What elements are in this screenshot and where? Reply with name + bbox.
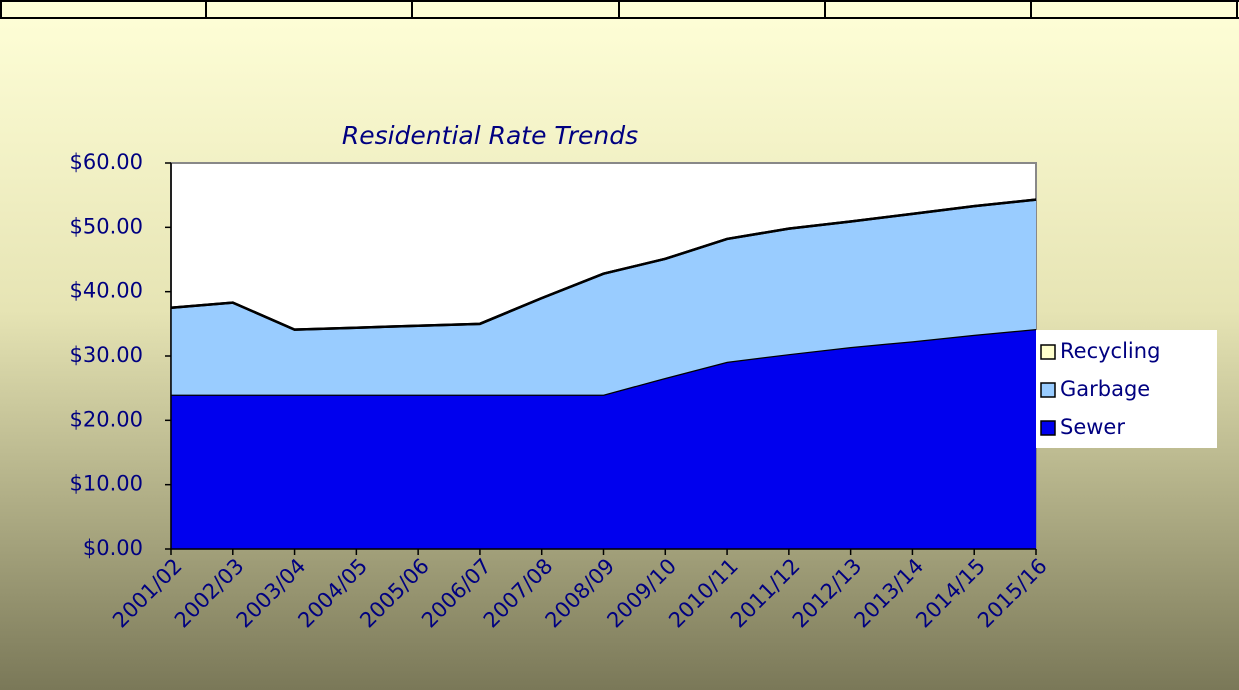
legend-label: Garbage <box>1060 377 1150 401</box>
legend-label: Sewer <box>1060 415 1125 439</box>
area <box>171 199 1036 395</box>
legend <box>1036 330 1217 448</box>
legend-label: Recycling <box>1060 339 1160 363</box>
y-tick-label: $20.00 <box>70 407 143 431</box>
area <box>171 328 1036 549</box>
y-tick-label: $10.00 <box>70 472 143 496</box>
legend-swatch <box>1040 382 1056 398</box>
y-tick-label: $30.00 <box>70 343 143 367</box>
legend-swatch <box>1040 344 1056 360</box>
y-tick-label: $40.00 <box>70 279 143 303</box>
chart-title: Residential Rate Trends <box>342 121 638 150</box>
y-tick-label: $60.00 <box>70 150 143 174</box>
y-tick-label: $50.00 <box>70 214 143 238</box>
top-table <box>0 0 1239 19</box>
legend-swatch <box>1040 420 1056 436</box>
y-tick-label: $0.00 <box>83 536 143 560</box>
area-edge <box>170 198 1037 331</box>
